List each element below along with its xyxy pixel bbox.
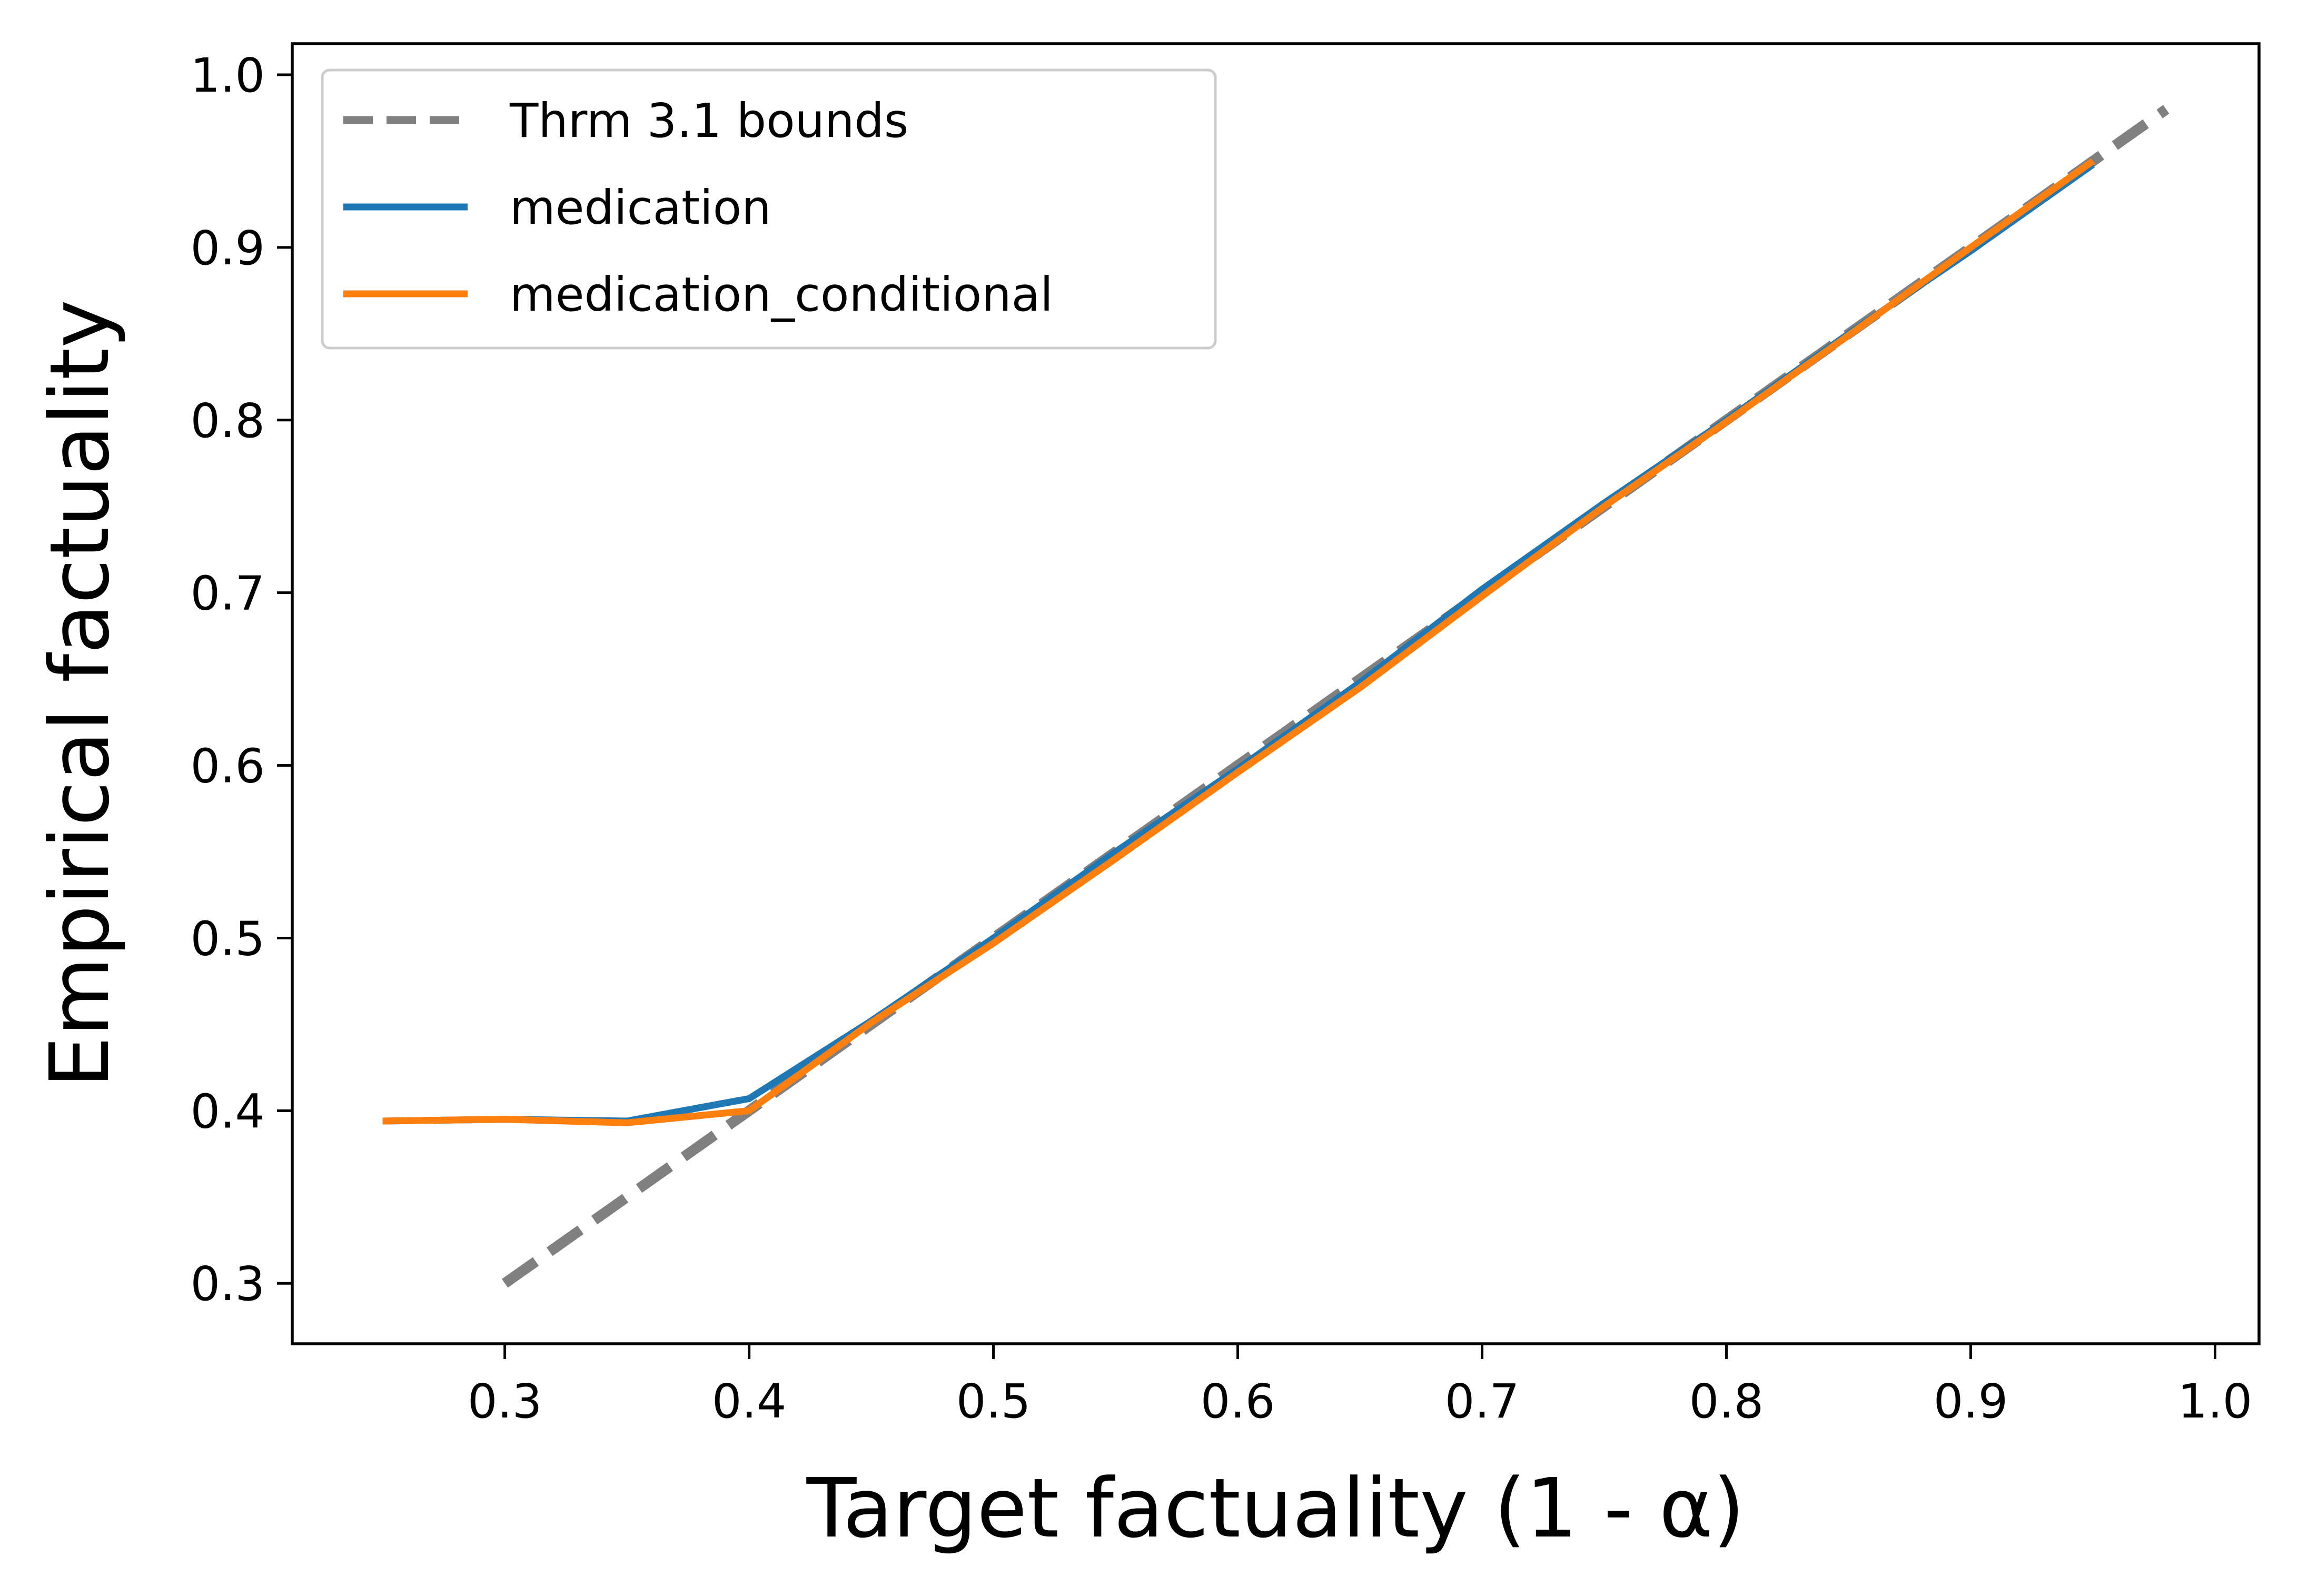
y-tick-label: 0.5 [190, 911, 265, 966]
y-tick-label: 0.4 [190, 1084, 265, 1138]
plot-frame [291, 42, 2261, 1345]
series-line-medication-conditional [382, 158, 2095, 1126]
y-tick-label: 0.9 [190, 221, 265, 275]
legend-label: Thrm 3.1 bounds [509, 93, 908, 148]
series-layer [382, 105, 2170, 1288]
y-tick-label: 0.3 [190, 1256, 265, 1311]
y-tick-label: 0.7 [190, 566, 265, 621]
y-tick-label: 1.0 [190, 48, 265, 103]
y-axis-ticks: 0.3 0.4 0.5 0.6 0.7 0.8 0.9 1.0 [190, 48, 292, 1311]
legend-label: medication [510, 180, 771, 235]
legend-box [321, 68, 1217, 350]
y-axis-title: Empirical factuality [32, 300, 127, 1088]
x-tick-label: 0.3 [468, 1374, 542, 1429]
x-tick-label: 1.0 [2178, 1374, 2253, 1429]
x-tick-label: 0.7 [1445, 1374, 1520, 1429]
x-tick-label: 0.4 [712, 1374, 787, 1429]
legend-label: medication_conditional [510, 267, 1053, 322]
x-axis-ticks: 0.3 0.4 0.5 0.6 0.7 0.8 0.9 1.0 [468, 1344, 2252, 1429]
legend: Thrm 3.1 bounds medication medication_cond… [321, 68, 1217, 350]
x-tick-label: 0.5 [956, 1374, 1031, 1429]
x-tick-label: 0.6 [1201, 1374, 1275, 1429]
x-tick-label: 0.9 [1934, 1374, 2008, 1429]
y-tick-label: 0.6 [190, 739, 265, 794]
y-tick-label: 0.8 [190, 393, 265, 448]
x-axis-title: Target factuality (1 - α) [806, 1461, 1745, 1556]
x-tick-label: 0.8 [1689, 1374, 1764, 1429]
